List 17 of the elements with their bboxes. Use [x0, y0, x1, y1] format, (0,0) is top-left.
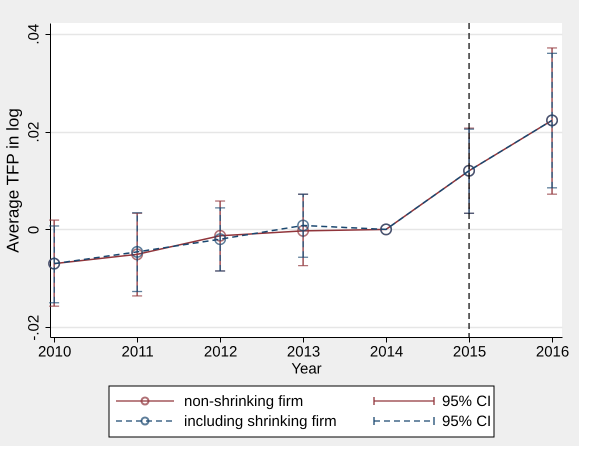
x-axis-title: Year — [291, 360, 322, 378]
text: 95% CI — [442, 393, 492, 410]
legend-label: including shrinking firm — [184, 413, 337, 430]
y-tick-label: -.02 — [26, 314, 42, 341]
y-tick-label: .04 — [26, 24, 42, 45]
x-tick-label: 2010 — [38, 344, 72, 360]
y-tick-label: .02 — [26, 122, 42, 143]
x-tick-label: 2011 — [122, 344, 154, 360]
y-axis-title: Average TFP in log — [4, 108, 22, 253]
x-tick-label: 2015 — [452, 344, 486, 360]
x-tick-label: 2016 — [536, 344, 570, 360]
y-tick-label: 0 — [26, 226, 42, 234]
x-tick-label: 2012 — [204, 344, 238, 360]
text: 95% CI — [442, 413, 492, 430]
x-tick-label: 2014 — [370, 344, 404, 360]
x-tick-label: 2013 — [286, 344, 320, 360]
legend-label: non-shrinking firm — [184, 393, 304, 410]
